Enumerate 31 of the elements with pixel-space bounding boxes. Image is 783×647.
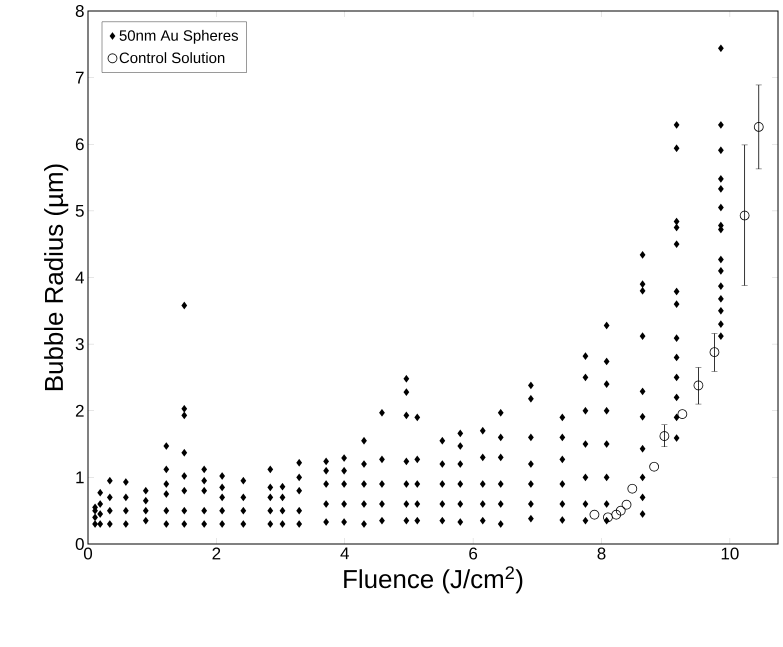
x-tick-label: 4 [340, 548, 349, 560]
x-tick-label: 0 [84, 548, 92, 560]
point [611, 510, 622, 520]
x-tick-label: 6 [469, 548, 478, 560]
point [710, 347, 720, 357]
x-axis-title: Fluence (J/cm$^{2}$) [344, 566, 522, 594]
x-tick-label: 2 [212, 548, 220, 560]
y-tick-label: 5 [76, 204, 84, 217]
y-tick-label: 6 [76, 138, 84, 150]
point [754, 122, 764, 132]
x-tick-label: 8 [598, 548, 606, 560]
y-tick-label: 2 [76, 404, 84, 417]
legend-label: 50nm Au Spheres [120, 30, 238, 44]
y-tick-label: 1 [76, 472, 84, 484]
y-axis-title: Bubble Radius (µm) [44, 164, 68, 390]
point [622, 500, 632, 510]
y-tick-label: 8 [76, 4, 84, 17]
y-tick-label: 0 [76, 538, 84, 550]
legend-label: Control Solution [120, 52, 224, 64]
point [740, 210, 750, 220]
point [677, 409, 688, 419]
y-tick-label: 3 [76, 338, 84, 350]
x-tick-label: 10 [722, 548, 739, 560]
y-tick-label: 7 [76, 72, 84, 84]
point [627, 484, 638, 494]
y-tick-label: 4 [75, 272, 84, 284]
point [694, 380, 704, 390]
point [660, 431, 670, 441]
point [649, 462, 660, 472]
point [616, 506, 626, 516]
point [590, 510, 600, 520]
